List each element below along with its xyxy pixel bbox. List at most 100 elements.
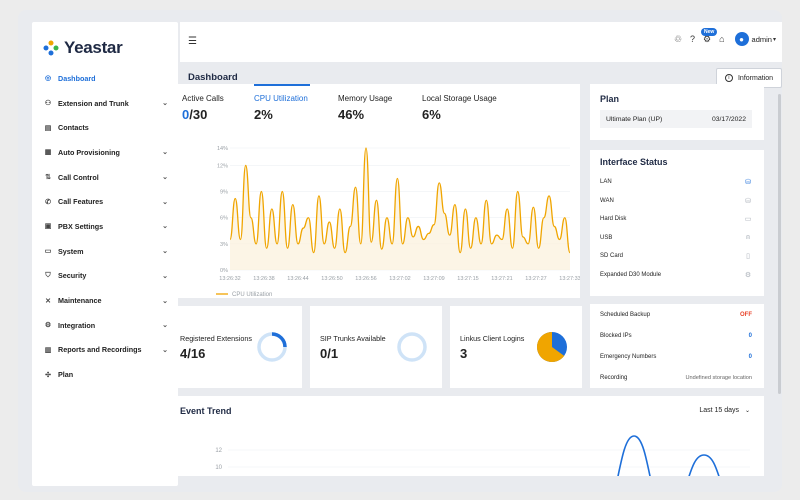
kpi-card-sip-trunks-available[interactable]: SIP Trunks Available 0/1 xyxy=(310,306,442,388)
sidebar-item-security[interactable]: ⛉ Security ⌄ xyxy=(32,264,178,289)
sidebar-item-label: Integration xyxy=(58,320,96,330)
sidebar-item-label: Contacts xyxy=(58,123,89,133)
chevron-down-icon: ⌄ xyxy=(744,408,750,414)
shield-icon: ⛉ xyxy=(45,271,51,279)
y-tick-label: 12% xyxy=(217,163,228,169)
sidebar-item-label: Plan xyxy=(58,370,74,380)
y-tick-label: 3% xyxy=(220,242,228,248)
logo[interactable]: Yeastar xyxy=(42,38,123,58)
x-tick-label: 13:26:44 xyxy=(287,276,308,282)
chevron-down-icon: ⌄ xyxy=(162,100,168,108)
sidebar-item-call-control[interactable]: ⇅ Call Control ⌄ xyxy=(32,165,178,190)
sidebar-item-label: Security xyxy=(58,271,87,281)
y-tick-label: 0% xyxy=(220,268,228,274)
info-icon: i xyxy=(724,74,733,82)
x-tick-label: 13:27:09 xyxy=(423,276,444,282)
kpi-ring-chart xyxy=(257,332,287,362)
provision-icon: ▦ xyxy=(44,149,52,157)
sidebar-item-contacts[interactable]: ▤ Contacts xyxy=(32,115,178,140)
sidebar-item-label: Extension and Trunk xyxy=(58,98,129,108)
interface-label: USB xyxy=(600,234,613,241)
avatar[interactable]: ● xyxy=(734,32,749,46)
kpi-card-registered-extensions[interactable]: Registered Extensions 4/16 xyxy=(170,306,302,388)
active-tab-underline xyxy=(254,84,310,86)
sidebar-item-call-features[interactable]: ✆ Call Features ⌄ xyxy=(32,189,178,214)
status-row-scheduled-backup[interactable]: Scheduled Backup OFF xyxy=(600,312,752,318)
pie-slice-main xyxy=(537,332,565,362)
plan-row: Ultimate Plan (UP) 03/17/2022 xyxy=(600,110,752,128)
x-tick-label: 13:27:27 xyxy=(525,276,546,282)
usb-icon: ⍝ xyxy=(745,233,751,241)
active-calls-label: Active Calls xyxy=(182,94,224,103)
kpi-ring-chart xyxy=(397,332,427,362)
sidebar-item-extension-and-trunk[interactable]: ⚇ Extension and Trunk ⌄ xyxy=(32,91,178,116)
sidebar-item-plan[interactable]: ✣ Plan xyxy=(32,362,178,387)
interface-row-hard-disk: Hard Disk ▭ xyxy=(600,215,752,223)
y-tick-label: 14% xyxy=(217,146,228,152)
yeastar-logo-icon xyxy=(43,40,59,56)
sidebar-nav: ◎ Dashboard ⚇ Extension and Trunk ⌄ ▤ Contacts… xyxy=(32,66,178,387)
tab-memory-usage[interactable]: Memory Usage 46% xyxy=(338,94,392,122)
metrics-card: Active Calls 0/30 CPU Utilization 2% Mem… xyxy=(170,84,580,298)
tab-active-calls[interactable]: Active Calls 0/30 xyxy=(182,94,224,122)
status-row-blocked-ips[interactable]: Blocked IPs 0 xyxy=(600,333,752,339)
tab-local-storage-usage[interactable]: Local Storage Usage 6% xyxy=(422,94,497,122)
hard-disk-icon: ▭ xyxy=(744,216,752,223)
plan-date: 03/17/2022 xyxy=(711,115,746,123)
y-tick-label: 10 xyxy=(215,465,222,471)
kpi-value: 4/16 xyxy=(180,346,206,361)
sidebar-item-dashboard[interactable]: ◎ Dashboard xyxy=(32,66,178,91)
cpu-value: 2% xyxy=(254,107,273,122)
sidebar-item-auto-provisioning[interactable]: ▦ Auto Provisioning ⌄ xyxy=(32,140,178,165)
handshake-icon[interactable]: ♲ xyxy=(673,33,683,44)
menu-toggle-icon[interactable]: ☰ xyxy=(188,36,197,47)
help-icon[interactable]: ? xyxy=(690,34,696,44)
chevron-down-icon: ⌄ xyxy=(162,297,168,305)
information-button-label: Information xyxy=(737,74,774,82)
app-frame: Yeastar ◎ Dashboard ⚇ Extension and Trunk ⌄ ▤… xyxy=(18,10,782,492)
sidebar-item-label: PBX Settings xyxy=(58,221,104,231)
sidebar-item-reports-and-recordings[interactable]: ▥ Reports and Recordings ⌄ xyxy=(32,338,178,363)
plan-icon: ✣ xyxy=(45,371,51,379)
status-value: 0 xyxy=(748,354,752,360)
panel-divider xyxy=(590,140,764,150)
interface-label: LAN xyxy=(600,179,612,185)
chevron-down-icon[interactable]: ▾ xyxy=(772,36,776,43)
x-tick-label: 13:26:50 xyxy=(321,276,342,282)
ring-fill xyxy=(271,332,287,348)
user-menu[interactable]: admin xyxy=(751,34,772,44)
interface-status-title: Interface Status xyxy=(600,157,668,167)
event-trend-card: Event Trend Last 15 days ⌄ 12 10 xyxy=(170,396,764,476)
sidebar-item-system[interactable]: ▭ System ⌄ xyxy=(32,239,178,264)
range-select[interactable]: Last 15 days ⌄ xyxy=(699,407,750,414)
x-tick-label: 13:27:02 xyxy=(389,276,410,282)
home-icon[interactable]: ⌂ xyxy=(719,34,725,44)
tab-cpu-utilization[interactable]: CPU Utilization 2% xyxy=(254,94,308,122)
brand-name: Yeastar xyxy=(64,38,123,57)
status-value: 0 xyxy=(748,333,752,339)
sidebar-item-label: Call Control xyxy=(58,172,99,182)
integration-icon: ⚙ xyxy=(44,322,52,330)
sidebar-item-integration[interactable]: ⚙ Integration ⌄ xyxy=(32,313,178,338)
status-row-recording[interactable]: Recording Undefined storage location xyxy=(600,375,752,381)
status-label: Recording xyxy=(600,375,628,381)
plan-interface-panel: Plan Ultimate Plan (UP) 03/17/2022 Inter… xyxy=(590,84,764,296)
kpi-card-linkus-client-logins[interactable]: Linkus Client Logins 3 xyxy=(450,306,582,388)
apps-icon[interactable]: ⚙ New xyxy=(701,27,718,45)
interface-label: WAN xyxy=(600,197,614,204)
sidebar-item-label: Dashboard xyxy=(58,73,96,83)
sidebar-item-pbx-settings[interactable]: ▣ PBX Settings ⌄ xyxy=(32,214,178,239)
chevron-down-icon: ⌄ xyxy=(162,198,168,206)
wan-icon: ⛁ xyxy=(745,197,751,205)
chevron-down-icon: ⌄ xyxy=(162,223,168,231)
scrollbar[interactable] xyxy=(778,94,781,394)
kpi-value: 3 xyxy=(460,346,468,361)
status-label: Scheduled Backup xyxy=(600,312,651,318)
sidebar-item-maintenance[interactable]: ✕ Maintenance ⌄ xyxy=(32,288,178,313)
kpi-label: SIP Trunks Available xyxy=(320,334,386,343)
kpi-label: Registered Extensions xyxy=(180,334,252,343)
interface-row-wan: WAN ⛁ xyxy=(600,197,752,205)
status-row-emergency-numbers[interactable]: Emergency Numbers 0 xyxy=(600,354,752,360)
dashboard-icon: ◎ xyxy=(44,75,52,83)
y-tick-label: 12 xyxy=(215,448,222,454)
